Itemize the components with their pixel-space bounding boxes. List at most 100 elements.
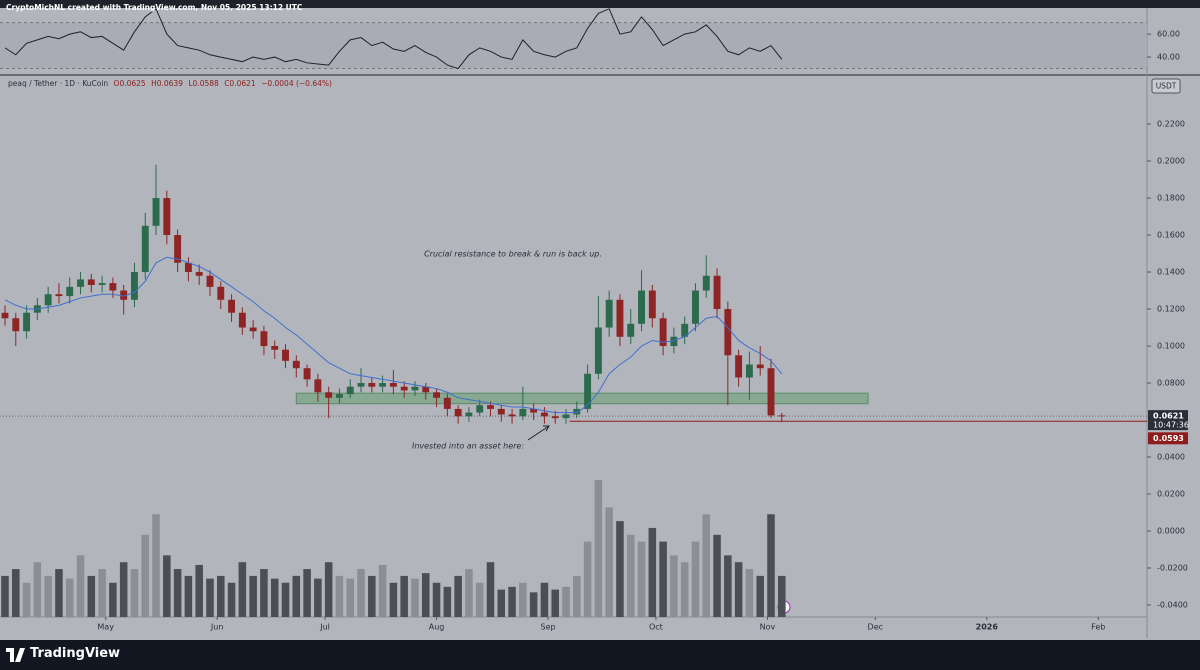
candle-body	[55, 294, 63, 297]
candle-body	[530, 408, 538, 413]
candle-body	[659, 318, 667, 347]
header-bar	[0, 0, 1200, 8]
candle-body	[335, 394, 343, 398]
candle-body	[454, 408, 462, 417]
candle-body	[562, 414, 570, 419]
volume-bar	[206, 578, 214, 617]
volume-bar	[529, 592, 538, 617]
support-label: 0.0593	[1153, 434, 1184, 443]
candle-body	[433, 392, 440, 398]
candle-body	[109, 283, 117, 291]
candle-body	[497, 408, 505, 415]
volume-bar	[130, 569, 139, 617]
candle-body	[217, 286, 225, 300]
volume-bar	[724, 555, 732, 617]
volume-bar	[87, 575, 96, 617]
volume-bar	[303, 569, 311, 617]
footer: TradingView	[0, 640, 1200, 670]
ohlc-open: O0.0625	[113, 79, 146, 88]
brand: TradingView	[30, 646, 121, 661]
candle-body	[163, 198, 171, 236]
candle-body	[184, 262, 192, 273]
volume-bar	[659, 541, 667, 617]
volume-bar	[573, 575, 581, 617]
candle-body	[411, 386, 419, 391]
candle-body	[141, 225, 149, 273]
volume-bar	[357, 569, 365, 617]
candle-body	[260, 331, 268, 347]
candle-body	[12, 318, 20, 332]
volume-bar	[616, 521, 624, 617]
header: CryptoMichNL created with TradingView.co…	[6, 3, 303, 12]
x-tick-label: Dec	[868, 623, 883, 632]
last-price-box	[1148, 410, 1188, 431]
candle-body	[368, 383, 376, 387]
annotation: Invested into an asset here:	[412, 442, 524, 451]
volume-bar	[238, 562, 247, 617]
rsi-tick-label: 40.00	[1157, 53, 1180, 62]
volume-bar	[368, 575, 376, 617]
volume-bar	[443, 586, 452, 617]
candle-body	[627, 323, 635, 337]
candle-body	[616, 299, 624, 337]
volume-bar	[389, 582, 398, 617]
volume-bar	[109, 582, 117, 617]
volume-bar	[65, 578, 74, 617]
y-tick-label: 0.0000	[1157, 526, 1185, 535]
candle-body	[648, 290, 656, 319]
volume-bar	[44, 575, 52, 617]
volume-bar	[119, 562, 128, 617]
candle-body	[87, 279, 95, 285]
candle-body	[271, 346, 279, 350]
volume-bar	[583, 541, 592, 617]
volume-bar	[152, 514, 160, 617]
volume-bar	[378, 564, 387, 617]
volume-bar	[270, 578, 279, 617]
y-tick-label: -0.0400	[1157, 600, 1188, 609]
volume-bar	[680, 562, 689, 617]
volume-bar	[260, 569, 268, 617]
y-tick-label: 0.1800	[1157, 194, 1185, 203]
volume-bar	[216, 575, 225, 617]
candle-body	[249, 327, 257, 332]
volume-bar	[497, 589, 506, 617]
volume-bar	[400, 575, 408, 617]
volume-bar	[637, 541, 646, 617]
y-tick-label: 0.1200	[1157, 305, 1185, 314]
x-tick-label: Aug	[429, 623, 445, 632]
candle-body	[692, 290, 699, 324]
candle-body	[66, 286, 74, 297]
candle-body	[44, 294, 52, 306]
rsi-band-fill	[0, 22, 1147, 69]
x-tick-label: Jul	[319, 623, 330, 632]
candle-body	[681, 323, 689, 337]
volume-bar	[12, 569, 20, 617]
volume-bar	[55, 569, 63, 617]
rsi-line	[4, 8, 783, 70]
volume-bar	[465, 569, 473, 617]
candle-body	[23, 312, 31, 332]
candle-body	[670, 336, 678, 347]
volume-bar	[713, 534, 721, 617]
volume-bar	[648, 527, 657, 617]
candle-body	[238, 312, 246, 328]
candle-body	[422, 386, 430, 393]
candle-body	[735, 355, 743, 378]
volume-bar	[551, 589, 559, 617]
candle-body	[551, 416, 559, 419]
candle-body	[443, 397, 451, 409]
volume-bar	[670, 555, 678, 617]
candle-body	[357, 383, 365, 387]
volume-bar	[421, 573, 430, 617]
last-price-label: 0.0621	[1153, 412, 1184, 421]
y-tick-label: -0.0200	[1157, 563, 1188, 572]
volume-bar	[562, 586, 570, 617]
volume-bar	[519, 582, 527, 617]
volume-bar	[76, 555, 85, 617]
countdown-label: 10:47:36	[1153, 421, 1189, 430]
chart: USDT Crucial resistance to break & run i…	[0, 0, 1200, 640]
volume-bar	[626, 534, 635, 617]
volume-bar	[22, 582, 31, 617]
volume-bar	[281, 582, 290, 617]
